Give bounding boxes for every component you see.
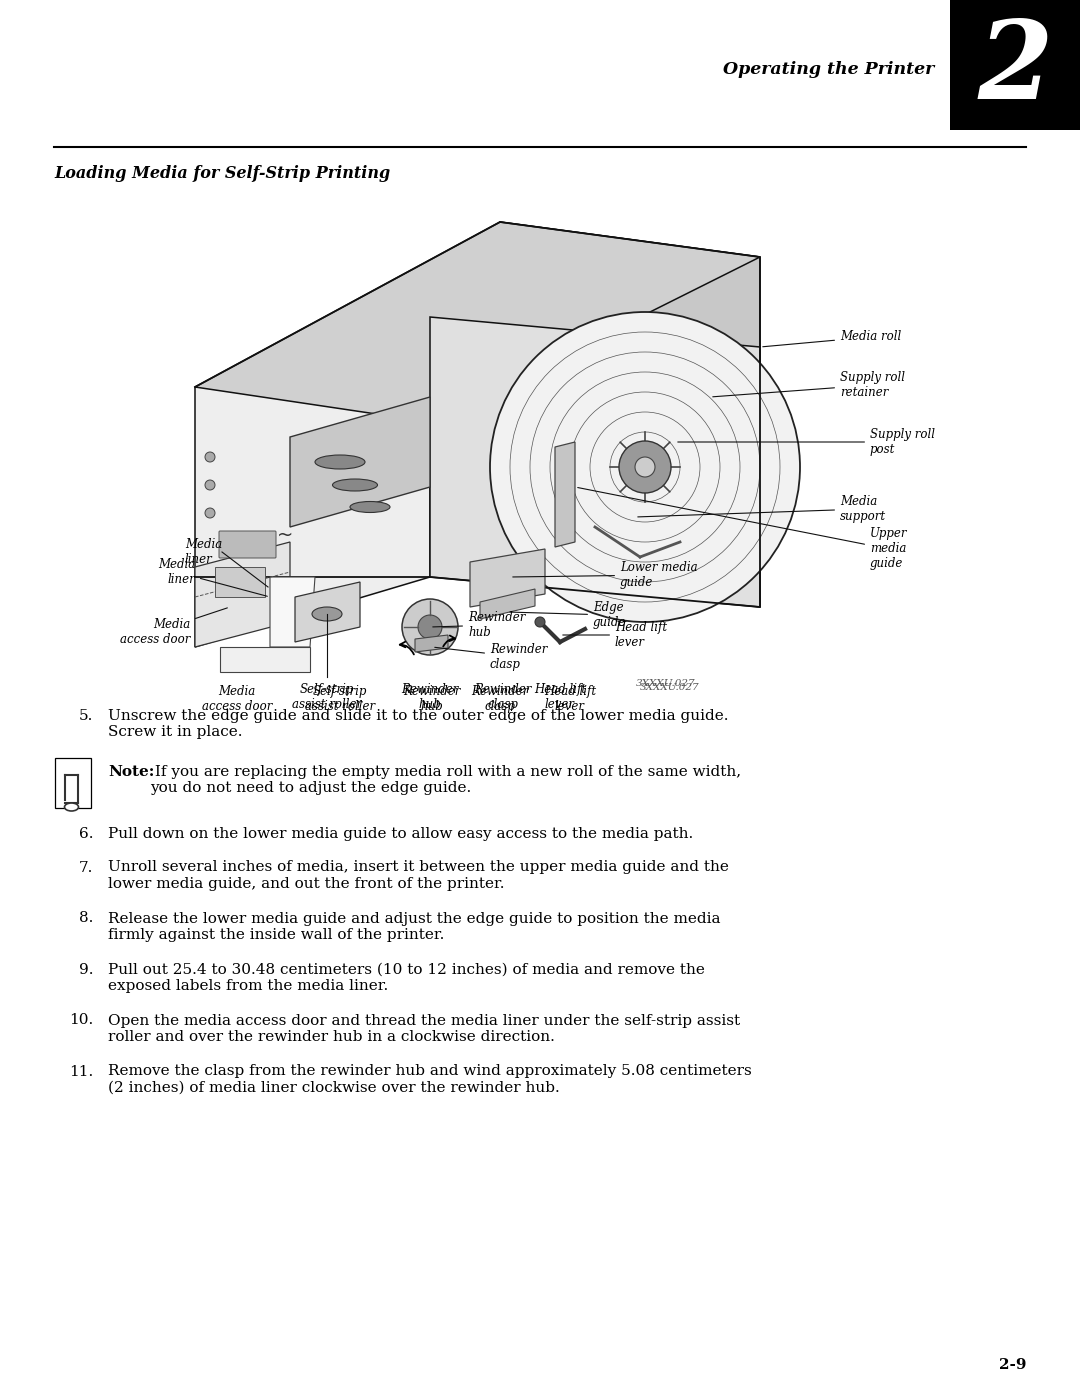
Text: 10.: 10.: [69, 1013, 93, 1028]
Ellipse shape: [315, 455, 365, 469]
Text: Unroll several inches of media, insert it between the upper media guide and the
: Unroll several inches of media, insert i…: [108, 861, 729, 891]
Text: Remove the clasp from the rewinder hub and wind approximately 5.08 centimeters
(: Remove the clasp from the rewinder hub a…: [108, 1065, 752, 1095]
Circle shape: [535, 617, 545, 627]
Ellipse shape: [333, 479, 378, 490]
Text: Rewinder
clasp: Rewinder clasp: [474, 683, 531, 711]
Text: Media
access door: Media access door: [120, 608, 228, 645]
Text: Media roll: Media roll: [762, 331, 901, 346]
Text: Lower media
guide: Lower media guide: [513, 562, 698, 590]
Text: ~: ~: [276, 525, 293, 545]
Text: Rewinder
hub: Rewinder hub: [433, 610, 525, 638]
Text: Rewinder
clasp: Rewinder clasp: [435, 643, 548, 671]
Text: Self-strip
assist roller: Self-strip assist roller: [305, 685, 375, 712]
Circle shape: [205, 509, 215, 518]
Text: Head lift
lever: Head lift lever: [544, 685, 596, 712]
Text: 11.: 11.: [69, 1065, 93, 1078]
Polygon shape: [555, 441, 575, 548]
Text: Media
liner: Media liner: [185, 538, 222, 566]
Text: Upper
media
guide: Upper media guide: [578, 488, 907, 570]
Text: 2-9: 2-9: [999, 1358, 1026, 1372]
Polygon shape: [430, 317, 760, 608]
Text: 7.: 7.: [79, 861, 93, 875]
Text: Head lift
lever: Head lift lever: [534, 683, 586, 711]
Text: Media
liner: Media liner: [158, 557, 268, 597]
Polygon shape: [291, 397, 430, 527]
FancyBboxPatch shape: [219, 531, 276, 557]
Text: Edge
guide: Edge guide: [510, 601, 626, 629]
Text: Unscrew the edge guide and slide it to the outer edge of the lower media guide.
: Unscrew the edge guide and slide it to t…: [108, 710, 729, 739]
FancyBboxPatch shape: [55, 759, 91, 807]
Ellipse shape: [65, 803, 79, 812]
Text: Rewinder
hub: Rewinder hub: [402, 683, 459, 711]
Text: 3XXXU.027: 3XXXU.027: [636, 679, 696, 687]
Circle shape: [619, 441, 671, 493]
Text: 2: 2: [977, 15, 1053, 122]
Text: Release the lower media guide and adjust the edge guide to position the media
fi: Release the lower media guide and adjust…: [108, 911, 720, 942]
Text: 9.: 9.: [79, 963, 93, 977]
Text: 6.: 6.: [79, 827, 93, 841]
Polygon shape: [270, 577, 315, 647]
Polygon shape: [195, 222, 760, 422]
Circle shape: [418, 615, 442, 638]
Text: 5.: 5.: [79, 710, 93, 724]
Text: Open the media access door and thread the media liner under the self-strip assis: Open the media access door and thread th…: [108, 1013, 740, 1044]
Circle shape: [635, 457, 654, 476]
Text: Media
access door: Media access door: [202, 685, 272, 712]
Circle shape: [205, 453, 215, 462]
Circle shape: [402, 599, 458, 655]
Ellipse shape: [312, 608, 342, 622]
Polygon shape: [195, 317, 430, 647]
Ellipse shape: [350, 502, 390, 513]
Polygon shape: [220, 647, 310, 672]
Polygon shape: [295, 583, 360, 643]
Bar: [950, 0, 1080, 130]
Polygon shape: [415, 636, 448, 652]
Text: If you are replacing the empty media roll with a new roll of the same width,
you: If you are replacing the empty media rol…: [150, 766, 741, 795]
Text: Rewinder
hub: Rewinder hub: [403, 685, 461, 712]
Polygon shape: [195, 542, 291, 647]
Bar: [215, 567, 265, 597]
Text: Self-strip
assist roller: Self-strip assist roller: [292, 683, 362, 711]
Text: Media
support: Media support: [638, 495, 886, 522]
Text: Supply roll
retainer: Supply roll retainer: [713, 372, 905, 400]
Polygon shape: [480, 590, 535, 619]
Text: Operating the Printer: Operating the Printer: [723, 60, 934, 77]
Circle shape: [490, 312, 800, 622]
Text: Note:: Note:: [108, 766, 154, 780]
Text: Pull down on the lower media guide to allow easy access to the media path.: Pull down on the lower media guide to al…: [108, 827, 693, 841]
Text: 8.: 8.: [79, 911, 93, 925]
Text: Supply roll
post: Supply roll post: [678, 427, 935, 455]
Circle shape: [205, 481, 215, 490]
Polygon shape: [500, 222, 760, 608]
Text: Rewinder
clasp: Rewinder clasp: [471, 685, 529, 712]
Text: Pull out 25.4 to 30.48 centimeters (10 to 12 inches) of media and remove the
exp: Pull out 25.4 to 30.48 centimeters (10 t…: [108, 963, 705, 993]
Text: 3XXXU.027: 3XXXU.027: [640, 683, 700, 692]
Text: Head lift
lever: Head lift lever: [563, 622, 667, 650]
Circle shape: [629, 451, 661, 483]
Polygon shape: [470, 549, 545, 608]
Text: Loading Media for Self-Strip Printing: Loading Media for Self-Strip Printing: [54, 165, 390, 182]
